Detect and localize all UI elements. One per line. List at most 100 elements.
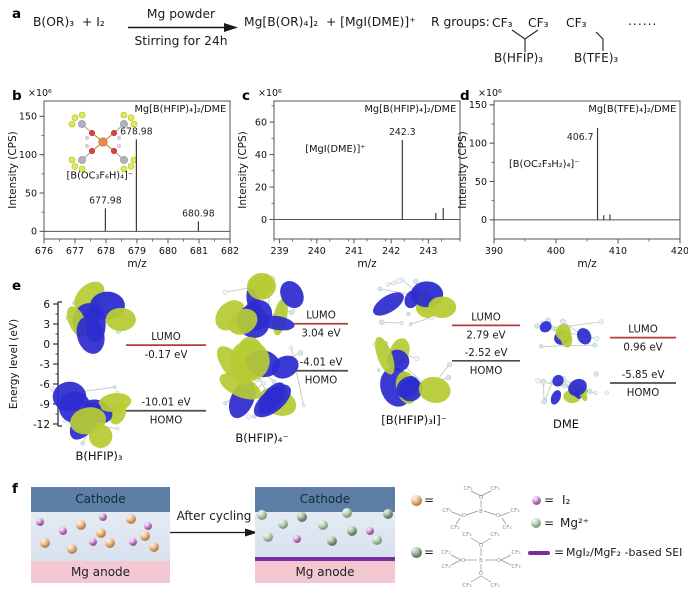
panel-f-label: f <box>12 481 18 497</box>
legend-orange-sphere <box>410 494 422 506</box>
atom <box>395 278 402 285</box>
peak-label: 680.98 <box>182 208 215 219</box>
orange-sphere <box>105 538 115 548</box>
x-axis: 239 240 241 242 243 m/z <box>271 239 461 270</box>
energy-axis: 6 3 0 -3 -6 -9 -12 Energy level (eV) <box>8 299 62 431</box>
tfe-bond-icon <box>595 31 604 51</box>
atom-f <box>120 111 128 119</box>
mass-spectrum-b: 676 677 678 679 680 681 682 m/z 0 50 100 150Intensi… <box>7 88 239 270</box>
structure-atom-label: O <box>479 571 484 577</box>
homo-energy: -5.85 eV <box>622 370 665 381</box>
orbital-lobe <box>280 281 304 309</box>
light-green-sphere <box>257 510 267 520</box>
axis-scale-label: ×10⁶ <box>478 88 502 99</box>
peak-label: 678.98 <box>120 126 153 137</box>
x-tick-label: 676 <box>35 246 53 257</box>
atom-f <box>130 120 138 128</box>
atom <box>80 441 85 446</box>
light-green-sphere <box>372 535 382 545</box>
x-tick-label: 242 <box>382 246 400 257</box>
y-axis-title: Energy level (eV) <box>8 319 20 409</box>
atom-c <box>120 120 128 128</box>
y-tick-label: 50 <box>475 177 487 188</box>
structure-atom-label: CF₃ <box>511 550 520 556</box>
structure-atom-label: CF₃ <box>442 508 451 514</box>
atom <box>534 323 540 329</box>
atom <box>246 414 252 420</box>
tfe-name: B(TFE)₃ <box>574 51 619 65</box>
x-tick-label: 677 <box>66 246 84 257</box>
species-label: [B(OC₃F₆H)₄]⁻ <box>67 170 134 181</box>
sample-label: Mg[B(HFIP)₄]₂/DME <box>134 104 226 115</box>
x-tick-label: 680 <box>159 246 177 257</box>
x-axis: 676 677 678 679 680 681 682 m/z <box>35 239 239 270</box>
y-tick-label: 0 <box>43 339 50 351</box>
homo-energy: -10.01 eV <box>141 398 190 409</box>
atom <box>223 401 228 406</box>
species-label: [B(OC₂F₃H₂)₄]⁻ <box>509 159 579 170</box>
dark-green-sphere <box>347 526 357 536</box>
orbital-lobe <box>229 340 270 382</box>
legend-light-green-sphere <box>531 518 541 528</box>
orbital-lobe <box>70 407 106 435</box>
structure-atom-label: CF₃ <box>490 583 499 589</box>
x-tick-label: 682 <box>221 246 239 257</box>
atom <box>261 380 266 386</box>
atom-f <box>68 156 76 164</box>
species-name: B(HFIP)₄⁻ <box>235 431 288 445</box>
atom <box>399 321 404 325</box>
light-green-sphere <box>278 519 288 529</box>
atom <box>594 336 600 342</box>
mass-spectrum-c: 239 240 241 242 243 m/z 0 20 40 60 Intensity (CPS)… <box>237 88 461 270</box>
orbital-lobe <box>577 328 592 345</box>
atom-f <box>71 163 79 170</box>
structure-bond <box>470 537 482 545</box>
structure-atom-label: CF₃ <box>462 583 471 589</box>
x-tick-label: 410 <box>609 246 627 257</box>
energy-level-diagram: 6 3 0 -3 -6 -9 -12 Energy level (eV) LUMO -0.17 e… <box>8 272 676 463</box>
legend-i2-label: I₂ <box>562 493 571 507</box>
orbital-lobe <box>219 373 261 400</box>
atom <box>386 282 391 287</box>
species-B(HFIP)₃: LUMO -0.17 eV -10.01 eV HOMO B(HFIP)₃ <box>49 281 206 463</box>
orange-sphere <box>40 538 50 548</box>
r-groups-ellipsis: ...... <box>628 14 658 28</box>
atom-f <box>68 120 76 128</box>
atom-b <box>98 137 108 147</box>
structure-bond <box>499 511 511 517</box>
dark-green-sphere <box>297 512 307 522</box>
x-tick-label: 239 <box>271 246 289 257</box>
structure-atom-label: O <box>461 558 466 564</box>
atom <box>49 386 55 392</box>
atom <box>541 398 547 405</box>
atom-f <box>127 163 135 170</box>
structure-atom-label: CF₃ <box>450 525 459 531</box>
legend-equals: = <box>424 545 435 559</box>
peaks: 406.7 <box>567 127 611 220</box>
species-name: DME <box>553 417 579 431</box>
atom <box>112 385 117 389</box>
atom <box>592 342 598 348</box>
x-tick-label: 390 <box>485 246 503 257</box>
orbital-lobe <box>52 381 87 412</box>
atom-f <box>120 165 128 173</box>
mass-spectrum-d: 390 400 410 420 m/z 0 50 100 150 Intensity (CPS) ×… <box>457 88 688 270</box>
structure-bond <box>450 559 462 566</box>
reaction-condition-top: Mg powder <box>146 7 216 21</box>
axis-scale-label: ×10⁶ <box>28 88 52 99</box>
orange-sphere <box>126 514 136 524</box>
orbital-lobe <box>396 376 420 399</box>
reaction-condition-bottom: Stirring for 24h <box>134 34 228 48</box>
atom <box>593 371 599 377</box>
species-[B(HFIP)₃I]⁻: LUMO 2.79 eV -2.52 eV HOMO [B(HFIP)₃I]⁻ <box>372 277 520 427</box>
lumo-energy: 2.79 eV <box>466 330 505 341</box>
x-tick-label: 681 <box>190 246 208 257</box>
molecular-orbital-image <box>372 336 452 407</box>
peak-label: 242.3 <box>389 127 416 138</box>
structure-bond <box>470 490 482 497</box>
atom <box>271 379 277 384</box>
hfip-name: B(HFIP)₃ <box>494 51 544 65</box>
atom <box>446 362 452 368</box>
lumo-word: LUMO <box>306 311 335 322</box>
